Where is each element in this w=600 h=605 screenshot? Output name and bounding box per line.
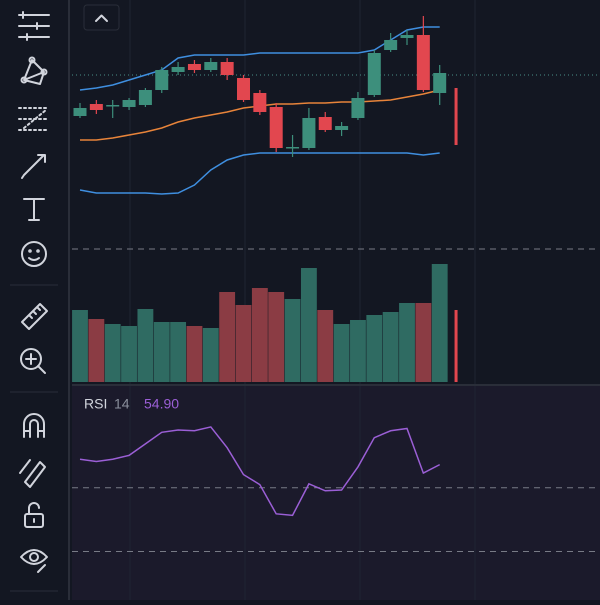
rsi-value: 54.90: [144, 396, 179, 412]
candle-body: [220, 62, 234, 75]
candle-body: [302, 118, 316, 148]
lock-tool[interactable]: [24, 502, 44, 528]
candle-body: [171, 67, 185, 72]
band-line: [79, 26, 440, 91]
candle-body: [454, 88, 458, 145]
volume-bar: [366, 315, 383, 382]
candle-body: [318, 117, 332, 130]
volume-bar: [415, 303, 432, 382]
volume-bar: [284, 299, 301, 382]
volume-bar: [399, 303, 415, 382]
candle-body: [122, 100, 136, 107]
candle-body: [155, 70, 169, 90]
plot: [72, 16, 600, 553]
volume-bar: [153, 322, 170, 382]
volume-bar: [431, 264, 448, 382]
visibility-tool[interactable]: [20, 549, 48, 573]
toolbar-icons: [10, 11, 58, 592]
candle-body: [187, 64, 201, 70]
candle-body: [138, 90, 152, 105]
volume-bar: [382, 312, 399, 382]
fib-tool[interactable]: [18, 107, 50, 131]
candle-body: [106, 105, 120, 107]
candle-body: [384, 40, 398, 50]
rsi-period: 14: [114, 396, 130, 412]
volume-bar: [235, 305, 252, 382]
zoom-tool[interactable]: [20, 348, 46, 374]
volume-bar: [454, 310, 458, 382]
candle-body: [237, 78, 250, 100]
volume-bar: [350, 320, 366, 382]
measure-tool[interactable]: [21, 303, 48, 330]
candle-body: [253, 93, 267, 112]
candle-body: [204, 62, 218, 70]
rsi-name: RSI: [84, 396, 107, 412]
candle-body: [351, 98, 365, 118]
magnet-tool[interactable]: [23, 413, 45, 438]
volume-bar: [104, 324, 121, 382]
volume-bar: [121, 326, 137, 382]
candle-body: [367, 53, 381, 95]
candle-body: [89, 104, 103, 110]
volume-bar: [300, 268, 317, 382]
volume-bar: [170, 322, 187, 382]
candle-body: [73, 108, 87, 116]
volume-bar: [202, 328, 219, 382]
candle-body: [400, 35, 414, 38]
candle-body: [433, 73, 447, 93]
lock-drawings-tool[interactable]: [19, 459, 46, 488]
volume-bar: [268, 292, 285, 382]
candle-body: [286, 147, 300, 149]
crosshair-tool[interactable]: [18, 11, 50, 41]
volume-bar: [333, 324, 350, 382]
rsi-panel: [72, 385, 600, 600]
text-tool[interactable]: [23, 198, 45, 221]
rsi-line: [79, 426, 441, 517]
volume-bar: [317, 310, 334, 382]
collapse-button[interactable]: [83, 4, 120, 31]
band-line: [79, 152, 440, 195]
volume-bar: [88, 319, 105, 382]
emoji-tool[interactable]: [21, 241, 47, 267]
candle-body: [416, 35, 430, 90]
trend-tool[interactable]: [20, 56, 48, 85]
volume-bar: [186, 326, 203, 382]
volume-bar: [251, 288, 268, 382]
candle-body: [335, 126, 349, 130]
brush-tool[interactable]: [21, 154, 46, 179]
candle-body: [269, 107, 283, 148]
volume-bar: [72, 310, 88, 382]
toolbar: [0, 0, 68, 600]
volume-bar: [219, 292, 236, 382]
collapse-icon: [95, 14, 108, 22]
volume-bar: [137, 309, 154, 382]
